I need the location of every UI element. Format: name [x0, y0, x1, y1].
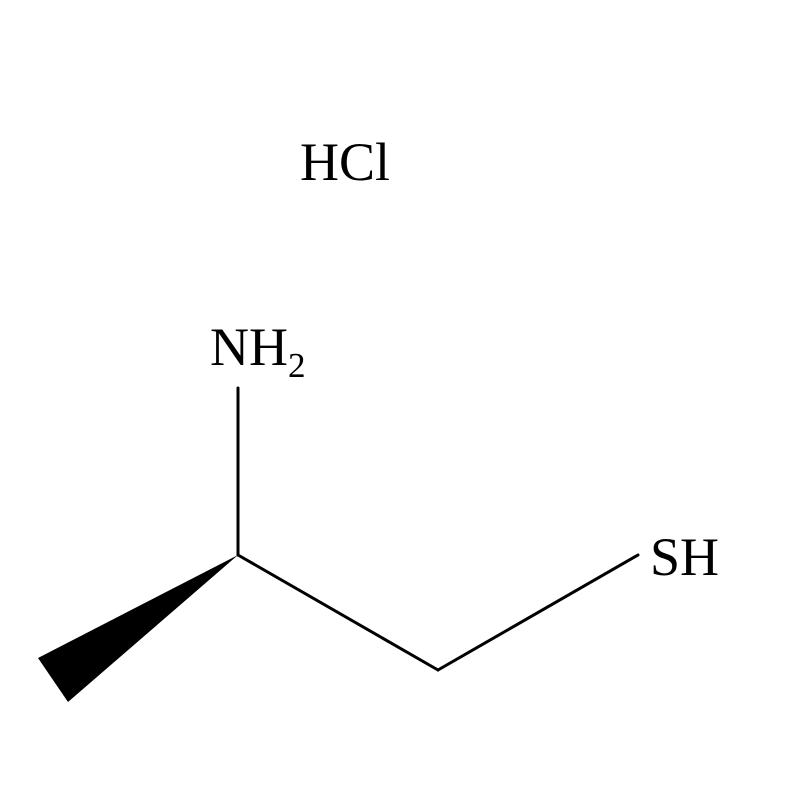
bond-line — [438, 555, 638, 670]
nh2-label: NH2 — [210, 320, 306, 374]
hcl-label: HCl — [300, 135, 390, 189]
sh-label: SH — [650, 530, 719, 584]
structure-canvas: HCl NH2 SH — [0, 0, 800, 800]
bond-layer — [0, 0, 800, 800]
bond-line — [238, 555, 438, 670]
wedge-bond — [38, 555, 238, 702]
